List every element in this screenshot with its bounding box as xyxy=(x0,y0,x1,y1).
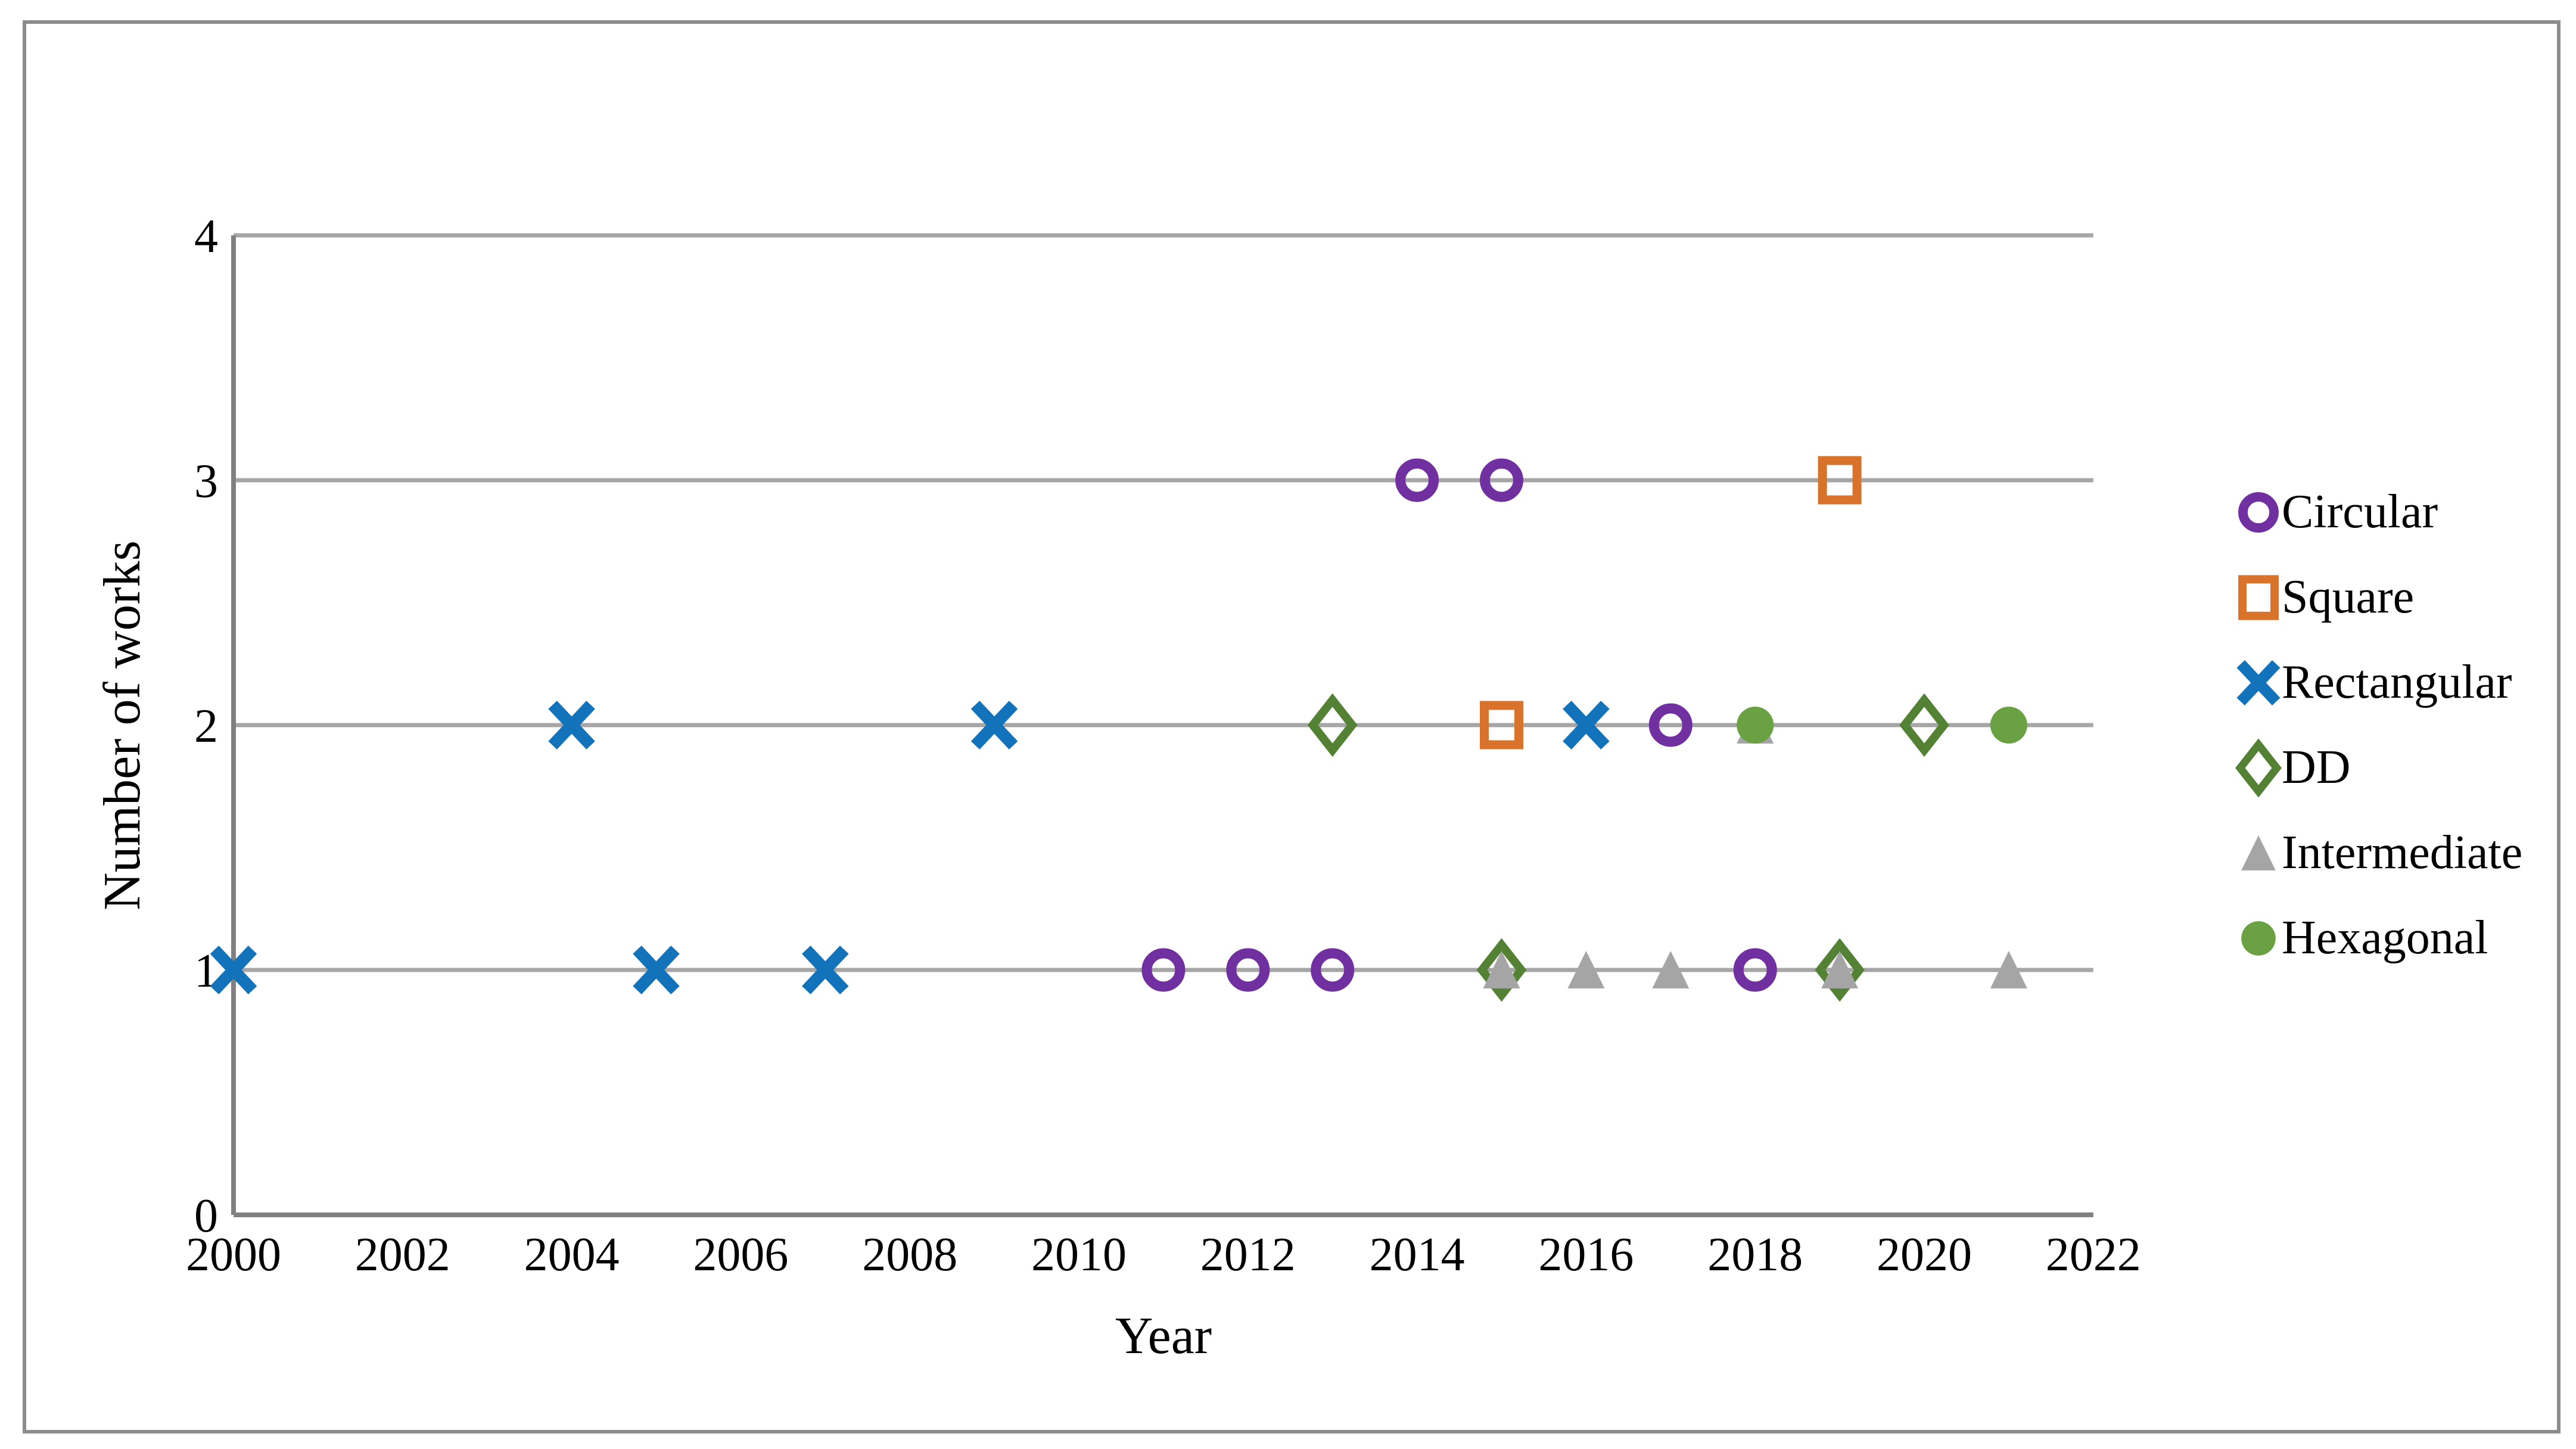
x-cross-legend-icon xyxy=(2236,660,2281,705)
open-square-legend-glyph xyxy=(2238,574,2279,620)
point-dd-2020-2 xyxy=(1899,693,1949,757)
open-diamond-legend-glyph xyxy=(2235,738,2282,798)
open-square-legend-icon xyxy=(2238,574,2279,620)
point-hexagonal-2018-2 xyxy=(1737,707,1774,744)
legend-item-dd: DD xyxy=(2235,725,2522,810)
filled-triangle-legend-icon xyxy=(2241,835,2276,870)
y-tick-label-3: 3 xyxy=(194,455,218,508)
point-dd-2015-1 xyxy=(1476,938,1527,1002)
legend-label-square: Square xyxy=(2282,571,2415,623)
point-square-2015-2 xyxy=(1480,701,1523,750)
point-rectangular-2004-2 xyxy=(548,701,595,750)
point-intermediate-2015-1 xyxy=(1483,951,1520,988)
legend-label-circular: Circular xyxy=(2282,486,2438,538)
point-circular-2018-1 xyxy=(1733,948,1777,992)
y-tick-label-4: 4 xyxy=(194,210,218,263)
filled-circle-legend-glyph xyxy=(2241,921,2276,956)
point-rectangular-2016-2 xyxy=(1563,701,1610,750)
y-tick-label-2: 2 xyxy=(194,700,218,753)
x-tick-label-2020: 2020 xyxy=(1877,1229,1972,1281)
point-rectangular-2005-1 xyxy=(633,946,680,994)
x-tick-label-2010: 2010 xyxy=(1031,1229,1127,1281)
legend-item-intermediate: Intermediate xyxy=(2235,810,2522,895)
x-tick-label-2008: 2008 xyxy=(862,1229,957,1281)
point-dd-2019-1 xyxy=(1815,938,1865,1002)
legend-label-intermediate: Intermediate xyxy=(2282,826,2523,879)
point-dd-2013-2 xyxy=(1307,693,1358,757)
point-circular-2014-3 xyxy=(1395,458,1439,502)
filled-triangle-legend-glyph xyxy=(2241,835,2276,870)
open-circle-legend-glyph xyxy=(2238,492,2279,533)
x-tick-label-2002: 2002 xyxy=(355,1229,450,1281)
filled-circle-legend-icon xyxy=(2241,921,2276,956)
point-circular-2013-1 xyxy=(1311,948,1355,992)
open-diamond-legend-icon xyxy=(2235,738,2282,798)
open-circle-legend-icon xyxy=(2238,492,2279,533)
point-hexagonal-2021-2 xyxy=(1990,707,2027,744)
y-axis-title: Number of works xyxy=(93,540,151,910)
point-intermediate-2021-1 xyxy=(1990,951,2027,988)
x-tick-label-2022: 2022 xyxy=(2046,1229,2141,1281)
x-cross-legend-glyph xyxy=(2236,660,2281,705)
legend-label-hexagonal: Hexagonal xyxy=(2282,912,2488,964)
legend-item-square: Square xyxy=(2235,555,2522,640)
legend-item-rectangular: Rectangular xyxy=(2235,640,2522,725)
point-intermediate-2017-1 xyxy=(1652,951,1690,988)
legend-label-rectangular: Rectangular xyxy=(2282,656,2512,708)
x-tick-label-2012: 2012 xyxy=(1200,1229,1296,1281)
y-axis-title-column: Number of works xyxy=(77,235,167,1215)
y-tick-label-0: 0 xyxy=(194,1190,218,1242)
point-circular-2012-1 xyxy=(1226,948,1270,992)
point-intermediate-2019-1 xyxy=(1821,951,1859,988)
point-rectangular-2009-2 xyxy=(970,701,1018,750)
point-circular-2017-2 xyxy=(1648,703,1693,747)
point-rectangular-2000-1 xyxy=(210,946,257,994)
x-tick-label-2018: 2018 xyxy=(1707,1229,1803,1281)
x-tick-label-2014: 2014 xyxy=(1370,1229,1465,1281)
x-tick-label-2004: 2004 xyxy=(524,1229,620,1281)
point-square-2019-3 xyxy=(1818,456,1862,505)
legend-item-circular: Circular xyxy=(2235,469,2522,555)
point-circular-2011-1 xyxy=(1141,948,1186,992)
x-axis-title: Year xyxy=(1115,1307,1212,1365)
point-circular-2015-3 xyxy=(1480,458,1523,502)
legend-item-hexagonal: Hexagonal xyxy=(2235,895,2522,981)
legend-label-dd: DD xyxy=(2282,741,2351,794)
legend: Circular Square Rectangular DD Intermediate H… xyxy=(2235,469,2522,981)
x-tick-label-2000: 2000 xyxy=(186,1229,281,1281)
x-tick-label-2006: 2006 xyxy=(693,1229,788,1281)
x-tick-label-2016: 2016 xyxy=(1538,1229,1634,1281)
point-intermediate-2016-1 xyxy=(1567,951,1605,988)
point-rectangular-2007-1 xyxy=(802,946,849,994)
